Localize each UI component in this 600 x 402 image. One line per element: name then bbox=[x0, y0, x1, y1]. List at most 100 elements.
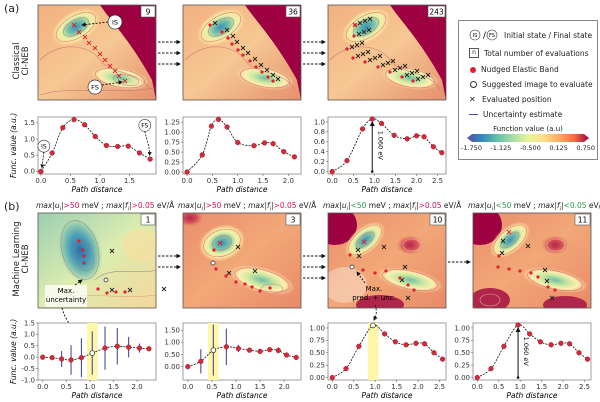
map-b2-frame bbox=[182, 212, 302, 309]
x-tick-label: 1.5 bbox=[391, 383, 402, 391]
count-box-a3: 243 bbox=[427, 5, 446, 18]
count-box-b2: 3 bbox=[285, 213, 301, 226]
cond-f-op: >0.05 bbox=[131, 201, 155, 210]
data-point bbox=[329, 168, 335, 175]
cond-f-unit: eV/Å bbox=[588, 201, 600, 210]
neb-dot bbox=[250, 285, 254, 289]
count-text: 9 bbox=[146, 8, 151, 17]
evaluated-cross bbox=[97, 51, 103, 57]
evaluated-cross bbox=[357, 20, 363, 26]
evaluated-cross bbox=[414, 68, 420, 74]
legend-item-is-fs: IS / FS Initial state / Final state bbox=[469, 29, 592, 41]
colorbar-tick: -1.750 bbox=[461, 144, 482, 152]
x-tick-label: 0.5 bbox=[65, 177, 76, 185]
data-point bbox=[344, 158, 350, 164]
data-point bbox=[198, 358, 204, 364]
evaluated-cross bbox=[404, 72, 410, 78]
evaluated-cross bbox=[356, 31, 362, 37]
cond-u-label: max|u bbox=[323, 201, 347, 210]
neb-dot bbox=[114, 290, 118, 294]
evaluated-cross bbox=[354, 42, 360, 48]
evaluated-cross bbox=[366, 27, 372, 33]
data-point bbox=[576, 350, 582, 356]
neb-dot bbox=[412, 288, 416, 292]
x-tick-label: 2.0 bbox=[132, 383, 143, 391]
panel-label-b: (b) bbox=[4, 200, 20, 213]
is-fs-icon: IS / FS bbox=[469, 29, 498, 41]
data-point bbox=[215, 116, 222, 122]
x-axis-label: Path distance bbox=[72, 185, 123, 194]
x-tick-label: 0.0 bbox=[37, 383, 48, 391]
chart-a2: 0.0 0.5 1.0 1.5 2.0 0.00 0.25 0.50 0.75 1.00 1.25 P… bbox=[164, 116, 302, 194]
data-point bbox=[584, 356, 591, 362]
x-tick-label: 1.5 bbox=[254, 383, 265, 391]
highlight-band bbox=[367, 323, 379, 380]
data-point bbox=[199, 152, 205, 158]
data-point bbox=[430, 144, 436, 150]
y-axis-label: Func. value (a.u.) bbox=[9, 113, 18, 178]
data-point bbox=[281, 149, 287, 155]
x-tick-label: 0.0 bbox=[327, 177, 338, 185]
suggested-circle bbox=[103, 277, 109, 283]
data-point bbox=[267, 347, 273, 353]
cond-u-op: <50 bbox=[495, 201, 512, 210]
cond-f-unit: eV/Å bbox=[441, 201, 462, 210]
cond-f-label: max|f bbox=[248, 201, 270, 210]
evaluated-cross bbox=[402, 63, 408, 69]
neb-dot bbox=[352, 34, 356, 38]
y-tick-label: 0.50 bbox=[164, 351, 180, 359]
y-tick-label: -0.5 bbox=[21, 365, 35, 373]
evaluated-cross bbox=[86, 40, 92, 46]
legend-item-suggested: Suggested image to evaluate bbox=[469, 80, 593, 89]
x-tick-label: 0.5 bbox=[348, 383, 359, 391]
is-label: IS bbox=[41, 143, 47, 150]
neb-dot bbox=[254, 65, 258, 69]
plot-frame bbox=[472, 322, 592, 381]
annotation-line2: pred. + unc. bbox=[352, 294, 395, 302]
y-tick-label: -1.0 bbox=[21, 376, 35, 384]
neb-dot bbox=[546, 285, 550, 289]
data-point bbox=[38, 168, 44, 175]
x-axis-label: Path distance bbox=[362, 185, 413, 194]
data-point bbox=[136, 345, 143, 351]
evaluated-cross bbox=[217, 240, 223, 246]
evaluated-cross bbox=[361, 29, 367, 35]
x-tick-label: 0.0 bbox=[472, 383, 483, 391]
x-tick-label: 1.0 bbox=[232, 177, 243, 185]
data-point bbox=[439, 150, 445, 156]
evaluated-cross bbox=[252, 56, 258, 62]
legend-item-total-evals: n Total number of evaluations bbox=[469, 48, 589, 58]
evaluated-cross bbox=[405, 295, 411, 301]
data-point bbox=[103, 142, 110, 149]
neb-dot bbox=[411, 79, 415, 83]
legend-label: Uncertainty estimate bbox=[483, 110, 563, 119]
suggested-point bbox=[210, 347, 217, 353]
neb-dot bbox=[373, 271, 377, 275]
data-point bbox=[403, 342, 409, 348]
evaluated-cross bbox=[359, 40, 365, 46]
y-tick-label: 0.8 bbox=[314, 128, 325, 136]
evaluated-cross bbox=[420, 74, 426, 80]
data-point bbox=[251, 143, 257, 149]
evaluated-cross bbox=[112, 68, 118, 74]
cross-icon: ✕ bbox=[469, 94, 476, 104]
colorbar bbox=[467, 134, 589, 142]
evaluated-cross bbox=[352, 22, 358, 28]
count-text: 11 bbox=[578, 216, 588, 225]
x-tick-label: 0.5 bbox=[493, 383, 504, 391]
y-tick-label: 0.75 bbox=[309, 337, 325, 345]
map-a2-frame bbox=[182, 4, 302, 101]
data-point bbox=[246, 347, 253, 353]
neb-dot bbox=[241, 53, 245, 57]
annotation-line2: uncertainty bbox=[46, 296, 86, 304]
neb-dot bbox=[361, 268, 365, 272]
cond-f-op: >0.05 bbox=[273, 201, 297, 210]
y-tick-label: 0.6 bbox=[314, 138, 326, 146]
evaluated-cross bbox=[385, 60, 391, 66]
x-tick-label: 0.5 bbox=[207, 177, 218, 185]
y-tick-label: 1.00 bbox=[164, 128, 180, 136]
data-point bbox=[71, 116, 77, 123]
legend-item-neb: Nudged Elastic Band bbox=[469, 65, 559, 74]
y-tick-label: 1.25 bbox=[164, 118, 180, 126]
